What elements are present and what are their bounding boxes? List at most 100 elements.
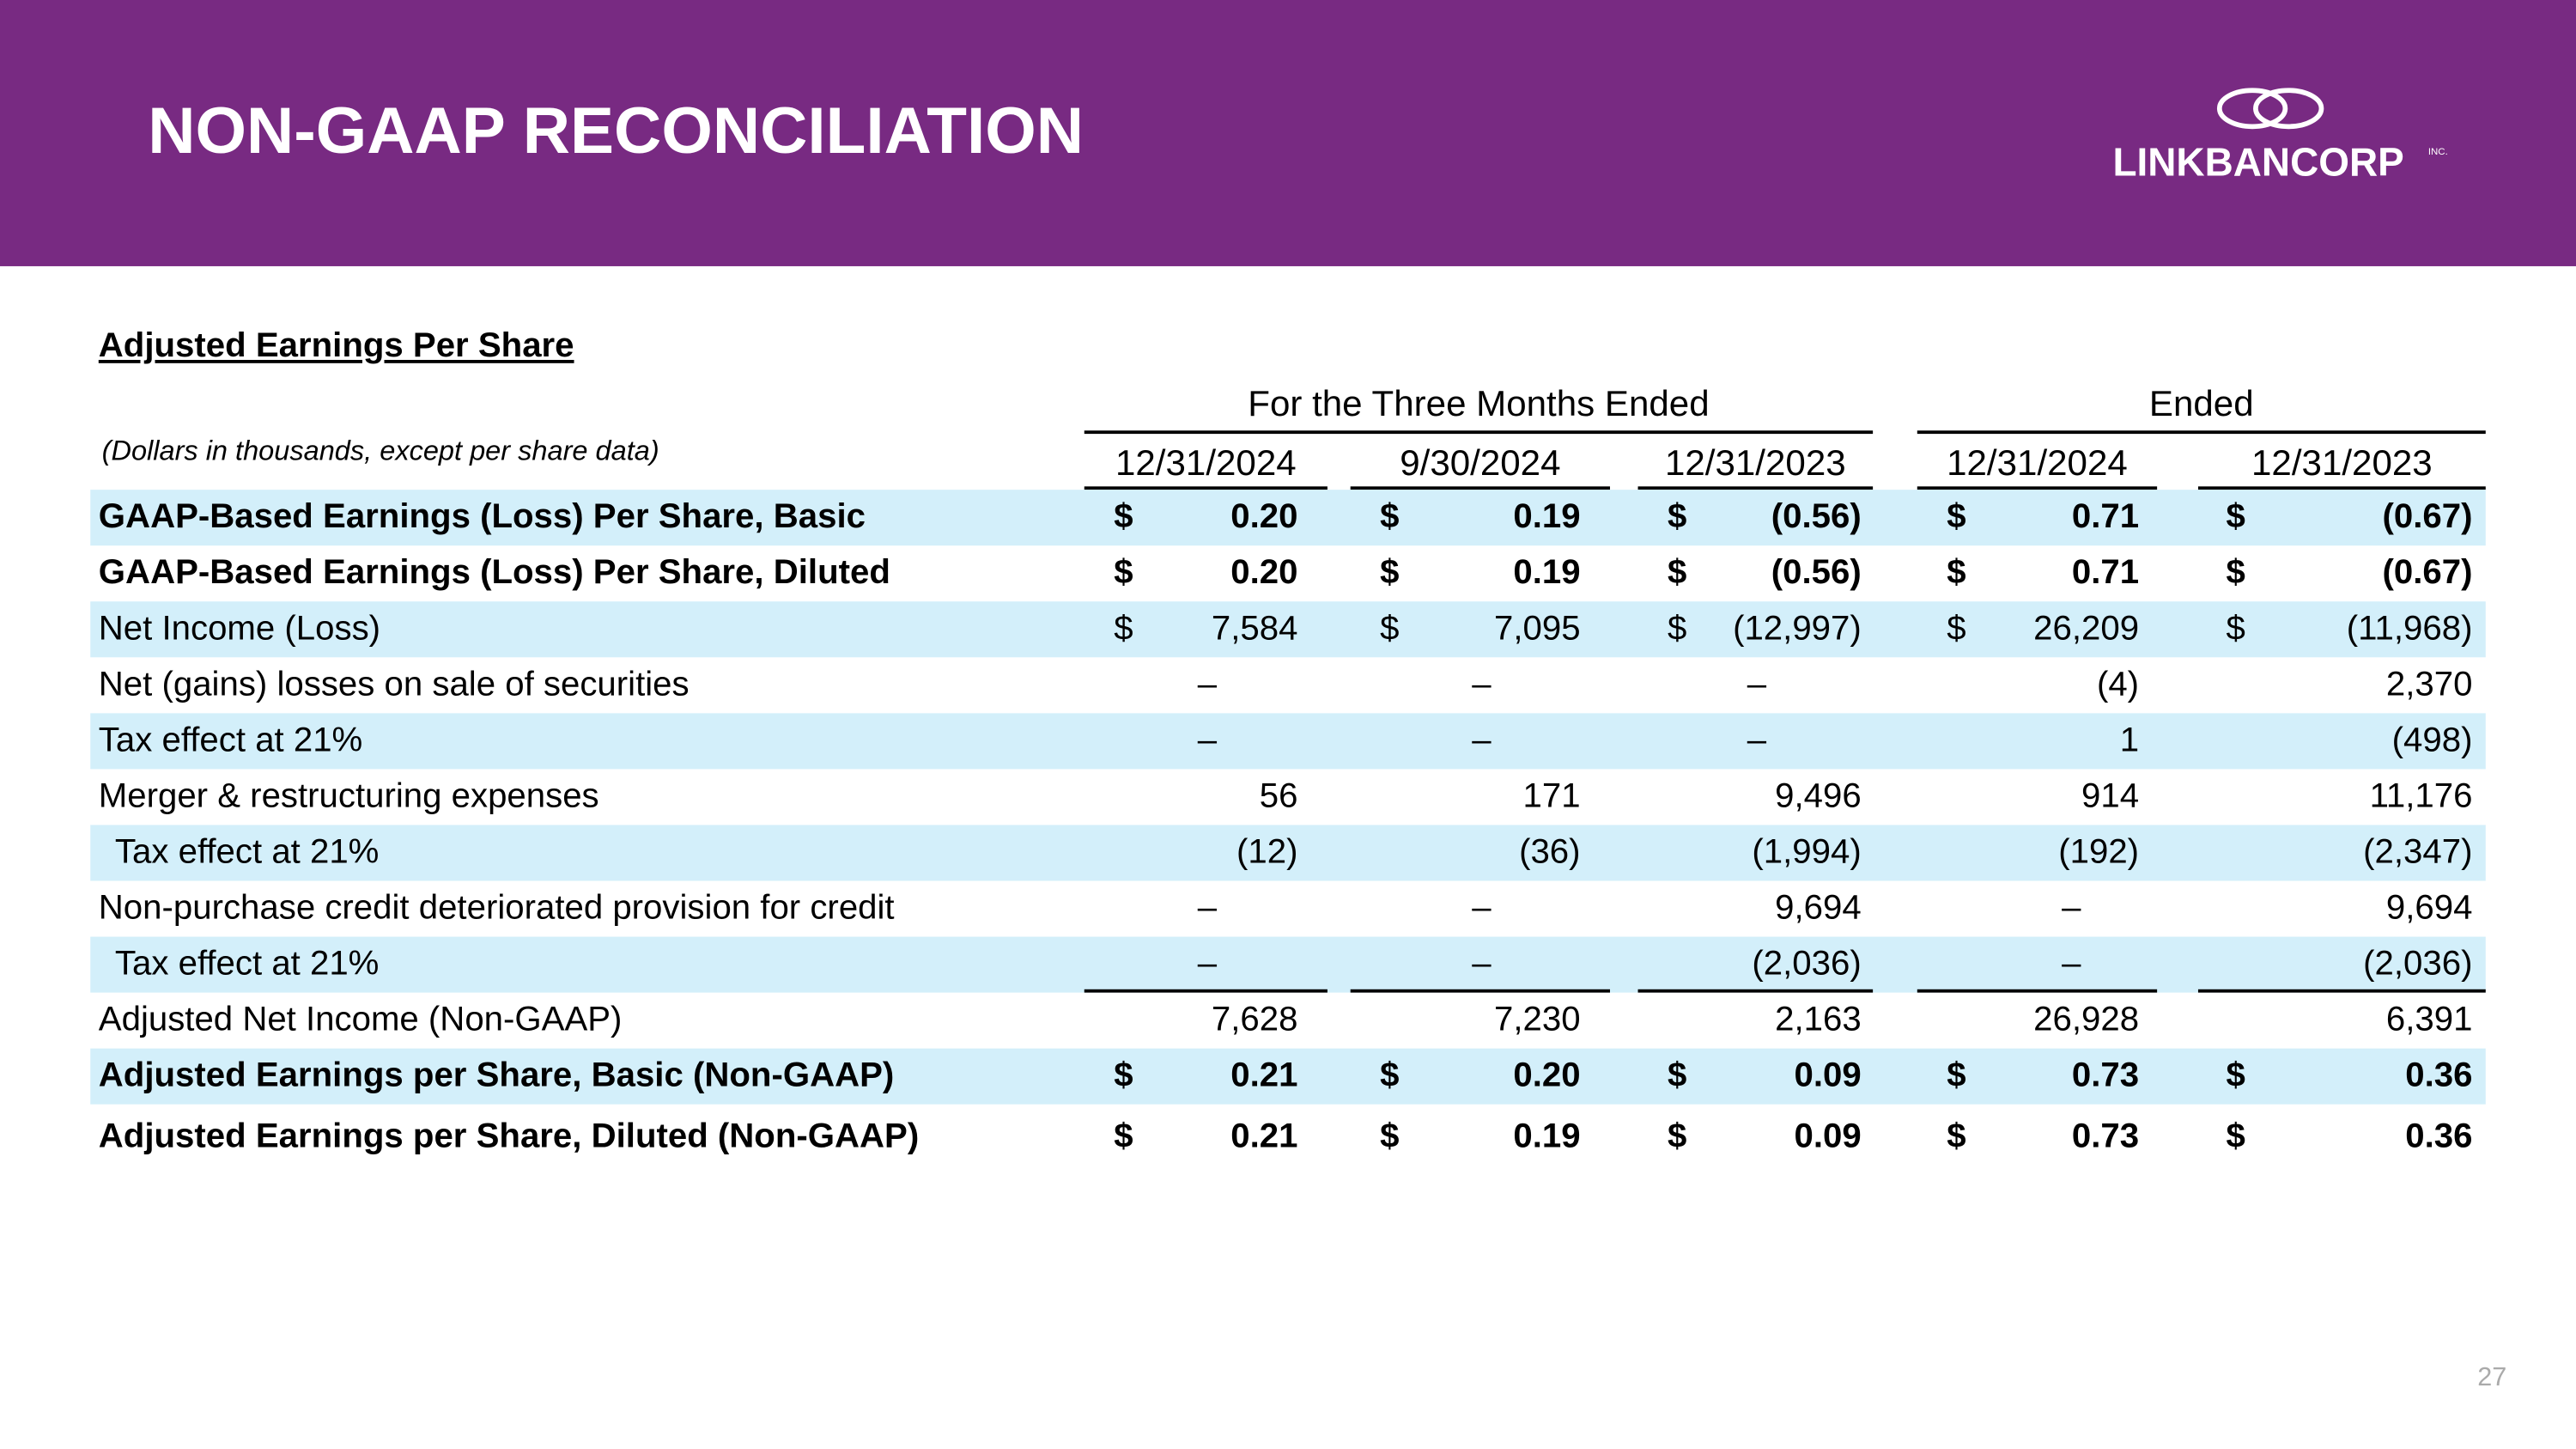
cell-value: (2,036) bbox=[2363, 945, 2473, 983]
cell-value: – bbox=[2062, 945, 2081, 983]
currency-symbol: $ bbox=[1667, 609, 1687, 648]
group-header: Ended bbox=[2148, 382, 2254, 424]
cell-value: 0.36 bbox=[2405, 1056, 2473, 1095]
cell-value: (0.56) bbox=[1771, 497, 1862, 536]
cell-value: – bbox=[2062, 889, 2081, 928]
cell-value: 171 bbox=[1522, 776, 1581, 815]
cell-value: – bbox=[1197, 721, 1218, 759]
currency-symbol: $ bbox=[1380, 609, 1400, 648]
row-label: Adjusted Earnings per Share, Diluted (No… bbox=[98, 1117, 920, 1156]
currency-symbol: $ bbox=[1947, 609, 1966, 648]
cell-value: (0.56) bbox=[1771, 553, 1862, 592]
row-label: Adjusted Net Income (Non-GAAP) bbox=[98, 1001, 623, 1039]
header-band bbox=[0, 0, 2576, 266]
currency-symbol: $ bbox=[1114, 609, 1133, 648]
cell-value: – bbox=[1747, 665, 1767, 703]
row-shade bbox=[90, 490, 2486, 546]
currency-symbol: $ bbox=[1947, 497, 1966, 536]
cell-value: 7,095 bbox=[1493, 609, 1581, 648]
cell-value: (4) bbox=[2096, 665, 2140, 703]
cell-value: 2,163 bbox=[1775, 1001, 1862, 1039]
column-header: 9/30/2024 bbox=[1400, 441, 1561, 484]
currency-symbol: $ bbox=[1114, 1117, 1133, 1156]
table-note: (Dollars in thousands, except per share … bbox=[101, 435, 659, 467]
page-number: 27 bbox=[2477, 1364, 2507, 1392]
cell-value: (36) bbox=[1519, 833, 1581, 872]
cell-value: – bbox=[1472, 665, 1492, 703]
currency-symbol: $ bbox=[1114, 497, 1133, 536]
cell-value: 7,628 bbox=[1211, 1001, 1298, 1039]
cell-value: 0.19 bbox=[1513, 497, 1581, 536]
group-rule bbox=[1084, 430, 1874, 435]
cell-value: 9,694 bbox=[1775, 889, 1862, 928]
column-header: 12/31/2024 bbox=[1115, 441, 1297, 484]
column-rule bbox=[1350, 486, 1611, 490]
cell-value: 0.21 bbox=[1230, 1117, 1298, 1156]
cell-value: 56 bbox=[1259, 776, 1298, 815]
currency-symbol: $ bbox=[2226, 497, 2245, 536]
cell-value: 11,176 bbox=[2369, 776, 2473, 815]
column-rule bbox=[1917, 486, 2158, 490]
row-label: Adjusted Earnings per Share, Basic (Non-… bbox=[98, 1056, 895, 1095]
cell-value: 2,370 bbox=[2385, 665, 2473, 703]
logo-text: LINKBANCORP bbox=[2112, 141, 2404, 186]
table-title: Adjusted Earnings Per Share bbox=[98, 326, 574, 365]
cell-value: 7,230 bbox=[1493, 1001, 1581, 1039]
cell-value: – bbox=[1472, 945, 1492, 983]
currency-symbol: $ bbox=[1667, 1056, 1687, 1095]
cell-value: (1,994) bbox=[1752, 833, 1862, 872]
cell-value: 0.20 bbox=[1230, 497, 1298, 536]
currency-symbol: $ bbox=[2226, 609, 2245, 648]
row-shade bbox=[90, 713, 2486, 770]
currency-symbol: $ bbox=[2226, 1056, 2245, 1095]
column-rule bbox=[2197, 486, 2486, 490]
row-label: Tax effect at 21% bbox=[114, 945, 380, 983]
cell-value: 0.73 bbox=[2071, 1117, 2140, 1156]
cell-value: – bbox=[1747, 721, 1767, 759]
cell-value: 26,209 bbox=[2033, 609, 2140, 648]
cell-value: (11,968) bbox=[2346, 609, 2473, 648]
logo-suffix: INC. bbox=[2427, 148, 2448, 158]
subtotal-rule bbox=[1350, 989, 1611, 993]
cell-value: 0.09 bbox=[1794, 1056, 1862, 1095]
row-shade bbox=[90, 936, 2486, 993]
column-rule bbox=[1084, 486, 1327, 490]
cell-value: – bbox=[1197, 665, 1218, 703]
row-label: Tax effect at 21% bbox=[98, 721, 363, 759]
currency-symbol: $ bbox=[1667, 553, 1687, 592]
cell-value: (2,036) bbox=[1752, 945, 1862, 983]
cell-value: 9,694 bbox=[2385, 889, 2473, 928]
cell-value: 0.09 bbox=[1794, 1117, 1862, 1156]
cell-value: – bbox=[1197, 889, 1218, 928]
cell-value: – bbox=[1472, 889, 1492, 928]
cell-value: 914 bbox=[2081, 776, 2140, 815]
currency-symbol: $ bbox=[1380, 553, 1400, 592]
cell-value: (192) bbox=[2058, 833, 2140, 872]
cell-value: (0.67) bbox=[2382, 553, 2473, 592]
cell-value: 0.71 bbox=[2071, 497, 2140, 536]
cell-value: 0.73 bbox=[2071, 1056, 2140, 1095]
subtotal-rule bbox=[1084, 989, 1327, 993]
subtotal-rule bbox=[2197, 989, 2486, 993]
row-label: Tax effect at 21% bbox=[114, 833, 380, 872]
currency-symbol: $ bbox=[2226, 1117, 2245, 1156]
cell-value: 0.20 bbox=[1513, 1056, 1581, 1095]
column-rule bbox=[1637, 486, 1874, 490]
row-label: Net Income (Loss) bbox=[98, 609, 381, 648]
column-header: 12/31/2023 bbox=[1664, 441, 1846, 484]
group-rule bbox=[1917, 430, 2486, 435]
row-shade bbox=[90, 825, 2486, 881]
currency-symbol: $ bbox=[1114, 553, 1133, 592]
row-label: Non-purchase credit deteriorated provisi… bbox=[98, 889, 895, 928]
cell-value: 0.20 bbox=[1230, 553, 1298, 592]
cell-value: 7,584 bbox=[1211, 609, 1298, 648]
currency-symbol: $ bbox=[2226, 553, 2245, 592]
cell-value: 0.36 bbox=[2405, 1117, 2473, 1156]
row-shade bbox=[90, 1048, 2486, 1105]
currency-symbol: $ bbox=[1667, 1117, 1687, 1156]
subtotal-rule bbox=[1637, 989, 1874, 993]
currency-symbol: $ bbox=[1114, 1056, 1133, 1095]
currency-symbol: $ bbox=[1380, 1117, 1400, 1156]
column-header: 12/31/2023 bbox=[2251, 441, 2433, 484]
